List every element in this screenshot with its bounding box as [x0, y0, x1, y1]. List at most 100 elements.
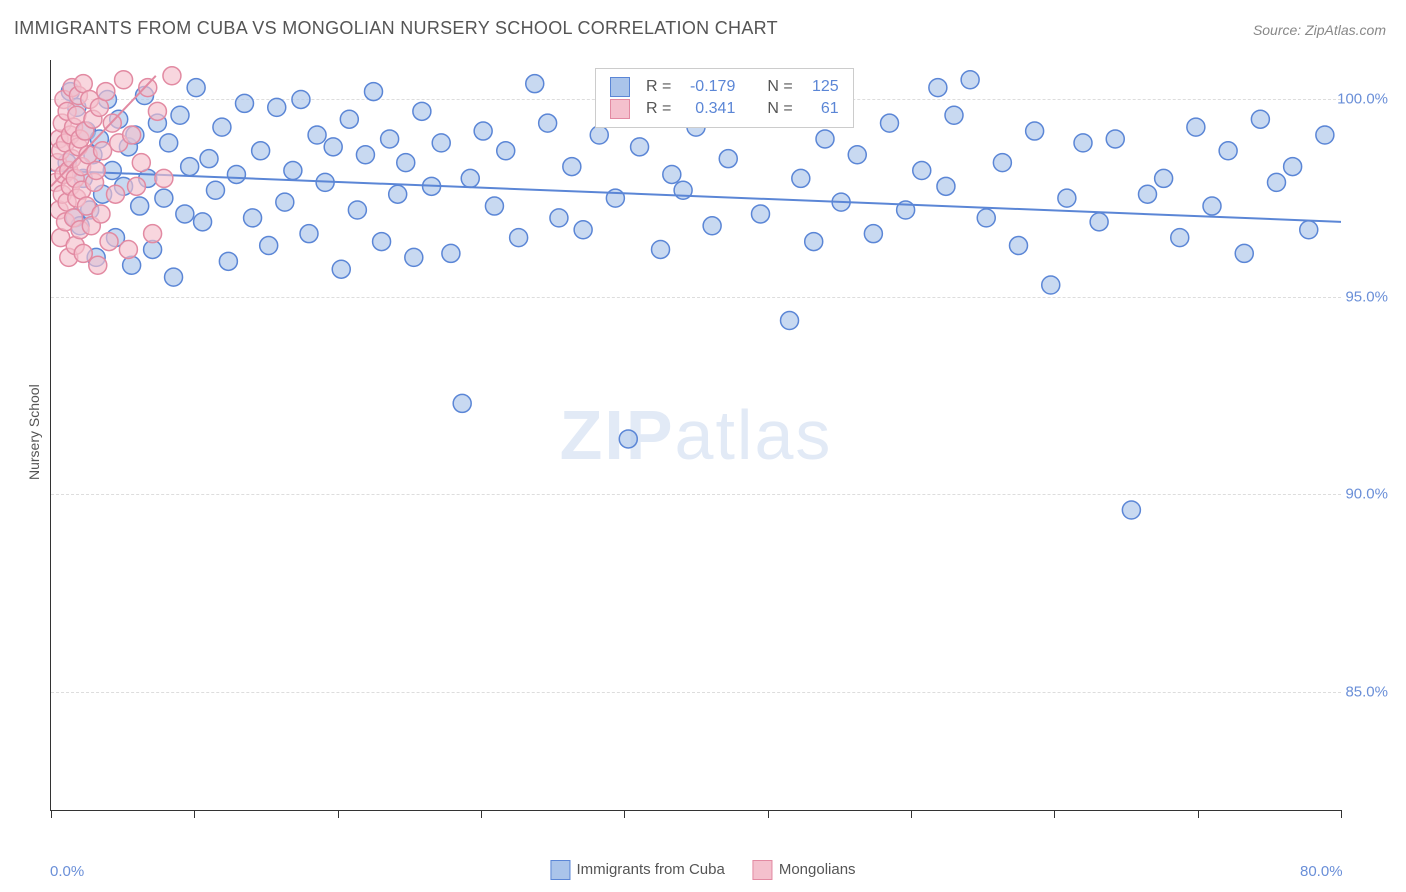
y-tick-label: 100.0% [1337, 91, 1388, 108]
data-point [292, 90, 310, 108]
data-point [119, 240, 137, 258]
data-point [719, 150, 737, 168]
data-point [497, 142, 515, 160]
x-tick [481, 810, 482, 818]
plot-area: ZIPatlas [50, 60, 1341, 811]
data-point [276, 193, 294, 211]
data-point [848, 146, 866, 164]
data-point [510, 229, 528, 247]
data-point [308, 126, 326, 144]
data-point [703, 217, 721, 235]
data-point [100, 233, 118, 251]
data-point [937, 177, 955, 195]
data-point [1106, 130, 1124, 148]
data-point [260, 237, 278, 255]
data-point [206, 181, 224, 199]
data-point [1187, 118, 1205, 136]
data-point [144, 225, 162, 243]
x-tick-label: 80.0% [1300, 863, 1343, 880]
stats-row: R =0.341N =61 [610, 99, 839, 119]
data-point [929, 79, 947, 97]
data-point [132, 154, 150, 172]
data-point [148, 102, 166, 120]
stats-row: R =-0.179N =125 [610, 77, 839, 97]
data-point [1251, 110, 1269, 128]
data-point [89, 256, 107, 274]
data-point [526, 75, 544, 93]
data-point [1074, 134, 1092, 152]
data-point [816, 130, 834, 148]
data-point [413, 102, 431, 120]
data-point [300, 225, 318, 243]
data-point [236, 94, 254, 112]
data-point [107, 185, 125, 203]
x-tick [624, 810, 625, 818]
data-point [652, 240, 670, 258]
data-point [123, 126, 141, 144]
data-point [97, 83, 115, 101]
data-point [187, 79, 205, 97]
data-point [550, 209, 568, 227]
data-point [87, 162, 105, 180]
data-point [1026, 122, 1044, 140]
data-point [993, 154, 1011, 172]
data-point [356, 146, 374, 164]
data-point [268, 98, 286, 116]
data-point [365, 83, 383, 101]
data-point [284, 162, 302, 180]
data-point [244, 209, 262, 227]
legend-label: Mongolians [779, 861, 856, 878]
data-point [123, 256, 141, 274]
data-point [752, 205, 770, 223]
data-point [160, 134, 178, 152]
data-point [219, 252, 237, 270]
data-point [213, 118, 231, 136]
data-point [563, 158, 581, 176]
data-point [332, 260, 350, 278]
x-tick [51, 810, 52, 818]
data-point [1042, 276, 1060, 294]
x-tick [1054, 810, 1055, 818]
data-point [1058, 189, 1076, 207]
data-point [631, 138, 649, 156]
x-tick [768, 810, 769, 818]
data-point [163, 67, 181, 85]
data-point [194, 213, 212, 231]
data-point [913, 162, 931, 180]
data-point [165, 268, 183, 286]
data-point [1300, 221, 1318, 239]
data-point [881, 114, 899, 132]
data-point [181, 158, 199, 176]
data-point [1268, 173, 1286, 191]
x-tick [1198, 810, 1199, 818]
data-point [139, 79, 157, 97]
data-point [1139, 185, 1157, 203]
data-point [1155, 169, 1173, 187]
data-point [432, 134, 450, 152]
data-point [103, 162, 121, 180]
legend-swatch [610, 77, 630, 97]
data-point [397, 154, 415, 172]
data-point [1171, 229, 1189, 247]
data-point [131, 197, 149, 215]
data-point [340, 110, 358, 128]
data-point [474, 122, 492, 140]
data-point [92, 205, 110, 223]
data-point [115, 71, 133, 89]
data-point [864, 225, 882, 243]
data-point [619, 430, 637, 448]
source-text: Source: ZipAtlas.com [1253, 22, 1386, 38]
data-point [155, 169, 173, 187]
data-point [453, 394, 471, 412]
legend-swatch [550, 860, 570, 880]
data-point [539, 114, 557, 132]
data-point [590, 126, 608, 144]
data-point [127, 177, 145, 195]
data-point [961, 71, 979, 89]
data-point [74, 244, 92, 262]
data-point [485, 197, 503, 215]
y-axis-label: Nursery School [26, 384, 42, 480]
data-point [252, 142, 270, 160]
x-tick [911, 810, 912, 818]
data-point [389, 185, 407, 203]
